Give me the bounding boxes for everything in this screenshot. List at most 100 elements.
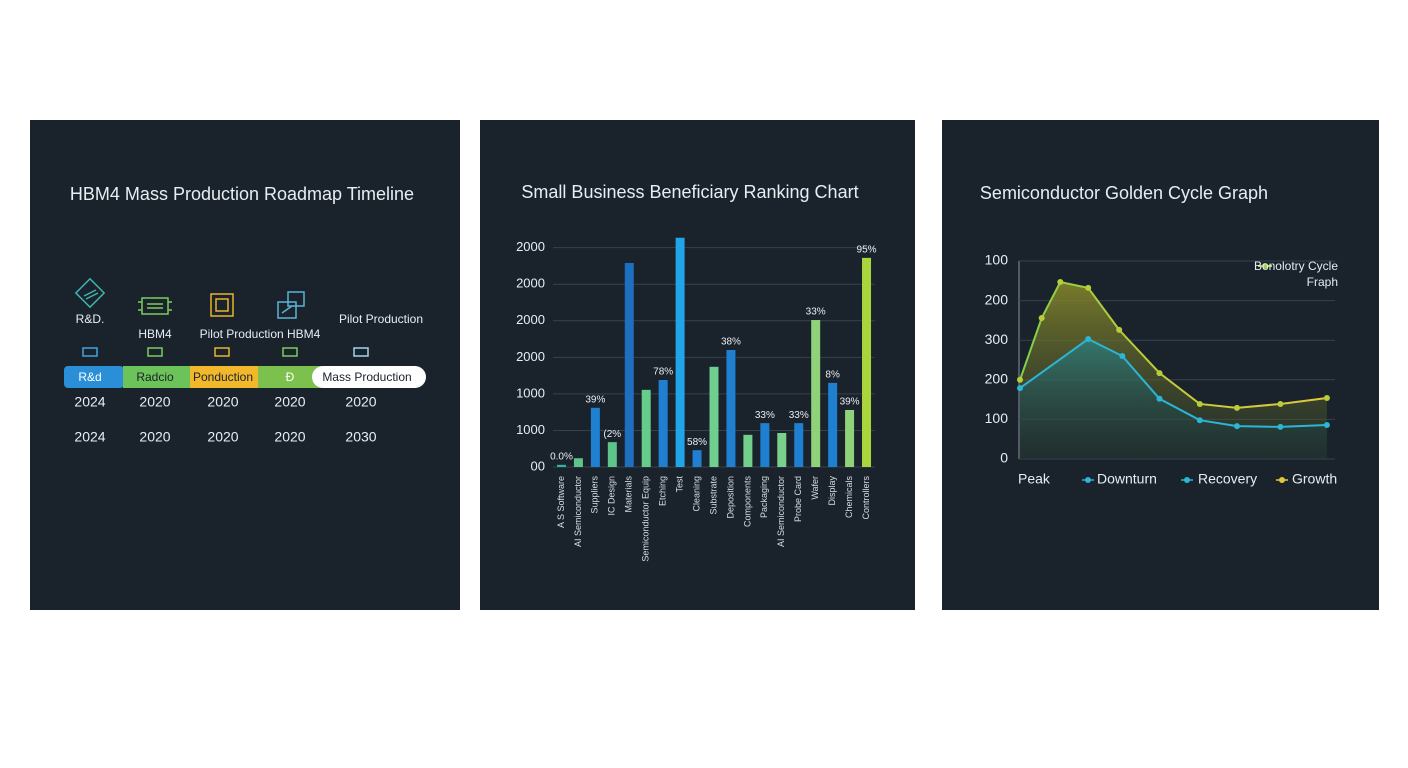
bar-annotation: 39%	[585, 394, 605, 405]
x-tick-label: Components	[742, 476, 752, 528]
bar	[845, 409, 855, 467]
marker	[353, 347, 369, 357]
bar	[624, 262, 634, 467]
x-tick-label: IC Design	[607, 476, 617, 516]
icon	[141, 297, 169, 315]
y-tick-label: 200	[985, 371, 1009, 387]
x-tick-label: Semiconductor Equip	[641, 476, 651, 562]
icon	[281, 305, 293, 314]
milestone-label: Pilot Production HBM4	[200, 327, 321, 341]
x-tick-label: Display	[827, 476, 837, 506]
year: 2020	[207, 394, 238, 410]
legend-swatch	[1085, 477, 1091, 483]
milestone-label: R&D.	[76, 312, 105, 326]
x-tick-label: Packaging	[759, 476, 769, 518]
panel-title: HBM4 Mass Production Roadmap Timeline	[70, 184, 414, 204]
segment	[258, 366, 322, 388]
x-tick-label: Suppliers	[590, 476, 600, 514]
year: 2030	[345, 429, 376, 445]
year: 2020	[139, 429, 170, 445]
milestone-label: HBM4	[138, 327, 172, 341]
year: 2020	[207, 429, 238, 445]
y-tick-label: 100	[985, 410, 1009, 426]
point	[1196, 400, 1203, 407]
area	[1020, 339, 1327, 459]
x-tick-label: Probe Card	[793, 476, 803, 522]
legend-label: Bonolotry Cycle Fraph	[1253, 259, 1338, 289]
x-tick-label: Chemicals	[844, 476, 854, 519]
point	[1156, 395, 1163, 402]
line	[1019, 280, 1328, 409]
bar-annotation: 33%	[806, 307, 826, 318]
panel-title: Semiconductor Golden Cycle Graph	[980, 183, 1268, 203]
point	[1156, 370, 1163, 377]
x-tick-label: Test	[674, 476, 684, 493]
year: 2020	[274, 429, 305, 445]
x-tick-label: A S Software	[556, 476, 566, 528]
bar-annotation: 78%	[653, 367, 673, 378]
point	[1085, 336, 1092, 343]
bar	[692, 450, 702, 467]
legend-label: Recovery	[1198, 471, 1257, 487]
point	[1234, 423, 1240, 430]
bar	[590, 407, 600, 467]
legend-label: Growth	[1292, 471, 1337, 487]
segment-label: R&d	[78, 370, 101, 384]
bar-annotation: 33%	[755, 410, 775, 421]
year: 2024	[74, 429, 105, 445]
point	[1119, 353, 1126, 360]
legend-swatch	[1279, 477, 1285, 483]
bar	[777, 432, 787, 467]
x-tick-label: Deposition	[725, 476, 735, 519]
legend-swatch	[1262, 263, 1268, 269]
segment-label: Radcio	[136, 370, 174, 384]
icon	[215, 298, 229, 312]
bar	[862, 257, 872, 467]
year: 2024	[74, 394, 105, 410]
point	[1017, 376, 1023, 383]
marker	[214, 347, 230, 357]
x-tick-label: Cleaning	[691, 476, 701, 512]
point	[1038, 315, 1045, 322]
icon	[277, 301, 297, 319]
panel	[30, 120, 460, 610]
y-tick-label: 2000	[516, 349, 545, 364]
bar	[658, 379, 668, 467]
point	[1277, 423, 1284, 430]
bar	[675, 237, 685, 467]
point	[1116, 326, 1123, 333]
icons	[74, 277, 305, 319]
legend-label: Peak	[1018, 471, 1051, 487]
y-tick-label: 0	[1000, 450, 1008, 466]
bar-annotation: 0.0%	[550, 451, 573, 462]
point	[1277, 400, 1284, 407]
y-tick-label: 1000	[516, 422, 545, 437]
bar-annotation: 39%	[840, 397, 860, 408]
segment-label: Mass Production	[322, 370, 411, 384]
marker	[282, 347, 298, 357]
bar	[607, 442, 617, 467]
icon	[210, 293, 234, 317]
x-tick-label: Substrate	[708, 476, 718, 515]
bar	[828, 382, 838, 467]
x-tick-label: AI Semiconductor	[776, 476, 786, 547]
panel-title: Small Business Beneficiary Ranking Chart	[521, 182, 858, 202]
y-tick-label: 2000	[516, 239, 545, 254]
icon	[83, 289, 99, 300]
legend-label: Downturn	[1097, 471, 1157, 487]
x-tick-label: Etching	[658, 476, 668, 506]
point	[1323, 421, 1330, 428]
x-tick-label: Materials	[624, 476, 634, 513]
bar	[726, 350, 736, 467]
bar-annotation: (2%	[603, 429, 621, 440]
bar-annotation: 95%	[857, 245, 877, 256]
segment	[312, 366, 426, 388]
point	[1085, 284, 1092, 291]
segment	[190, 366, 259, 388]
markers	[82, 347, 369, 357]
y-tick-label: 300	[985, 331, 1009, 347]
icon	[138, 301, 172, 311]
y-tick-label: 2000	[516, 276, 545, 291]
